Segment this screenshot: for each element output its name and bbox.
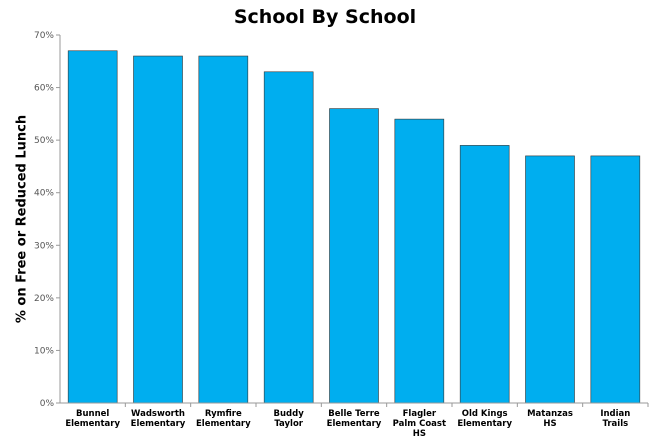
y-axis: 0% 10% 20% 30% 40% 50% 60% 70%	[34, 31, 61, 409]
y-tick-label: 10%	[34, 346, 54, 356]
x-axis: Bunnel Elementary Wadsworth Elementary Rymfi…	[60, 402, 649, 439]
bar	[590, 155, 641, 404]
x-tick-label: Indian Trails	[600, 409, 630, 429]
bar	[394, 118, 445, 404]
y-tick-label: 30%	[34, 241, 54, 251]
x-tick-label: Wadsworth Elementary	[131, 409, 186, 429]
x-tick-label: Belle Terre Elementary	[327, 409, 382, 429]
bar	[329, 108, 379, 404]
chart-title: School By School	[233, 6, 417, 28]
bar	[459, 145, 510, 404]
x-tick-label: Flagler Palm Coast HS	[393, 409, 446, 439]
y-tick-label: 50%	[34, 136, 54, 146]
bar	[67, 50, 118, 404]
x-tick-label: Bunnel Elementary	[65, 409, 120, 429]
x-tick-label: Buddy Taylor	[274, 409, 305, 429]
bar	[133, 55, 183, 404]
y-tick-label: 0%	[40, 399, 55, 409]
x-tick-label: Rymfire Elementary	[196, 409, 251, 429]
y-tick-label: 40%	[34, 189, 54, 199]
x-tick-label: Old Kings Elementary	[457, 409, 512, 429]
x-tick-label: Matanzas HS	[527, 409, 573, 429]
bar	[198, 55, 249, 404]
bar	[263, 71, 314, 404]
y-tick-label: 60%	[34, 84, 54, 94]
y-tick-label: 70%	[34, 31, 54, 41]
bars	[67, 50, 641, 404]
y-tick-label: 20%	[34, 294, 54, 304]
bar	[525, 155, 575, 404]
